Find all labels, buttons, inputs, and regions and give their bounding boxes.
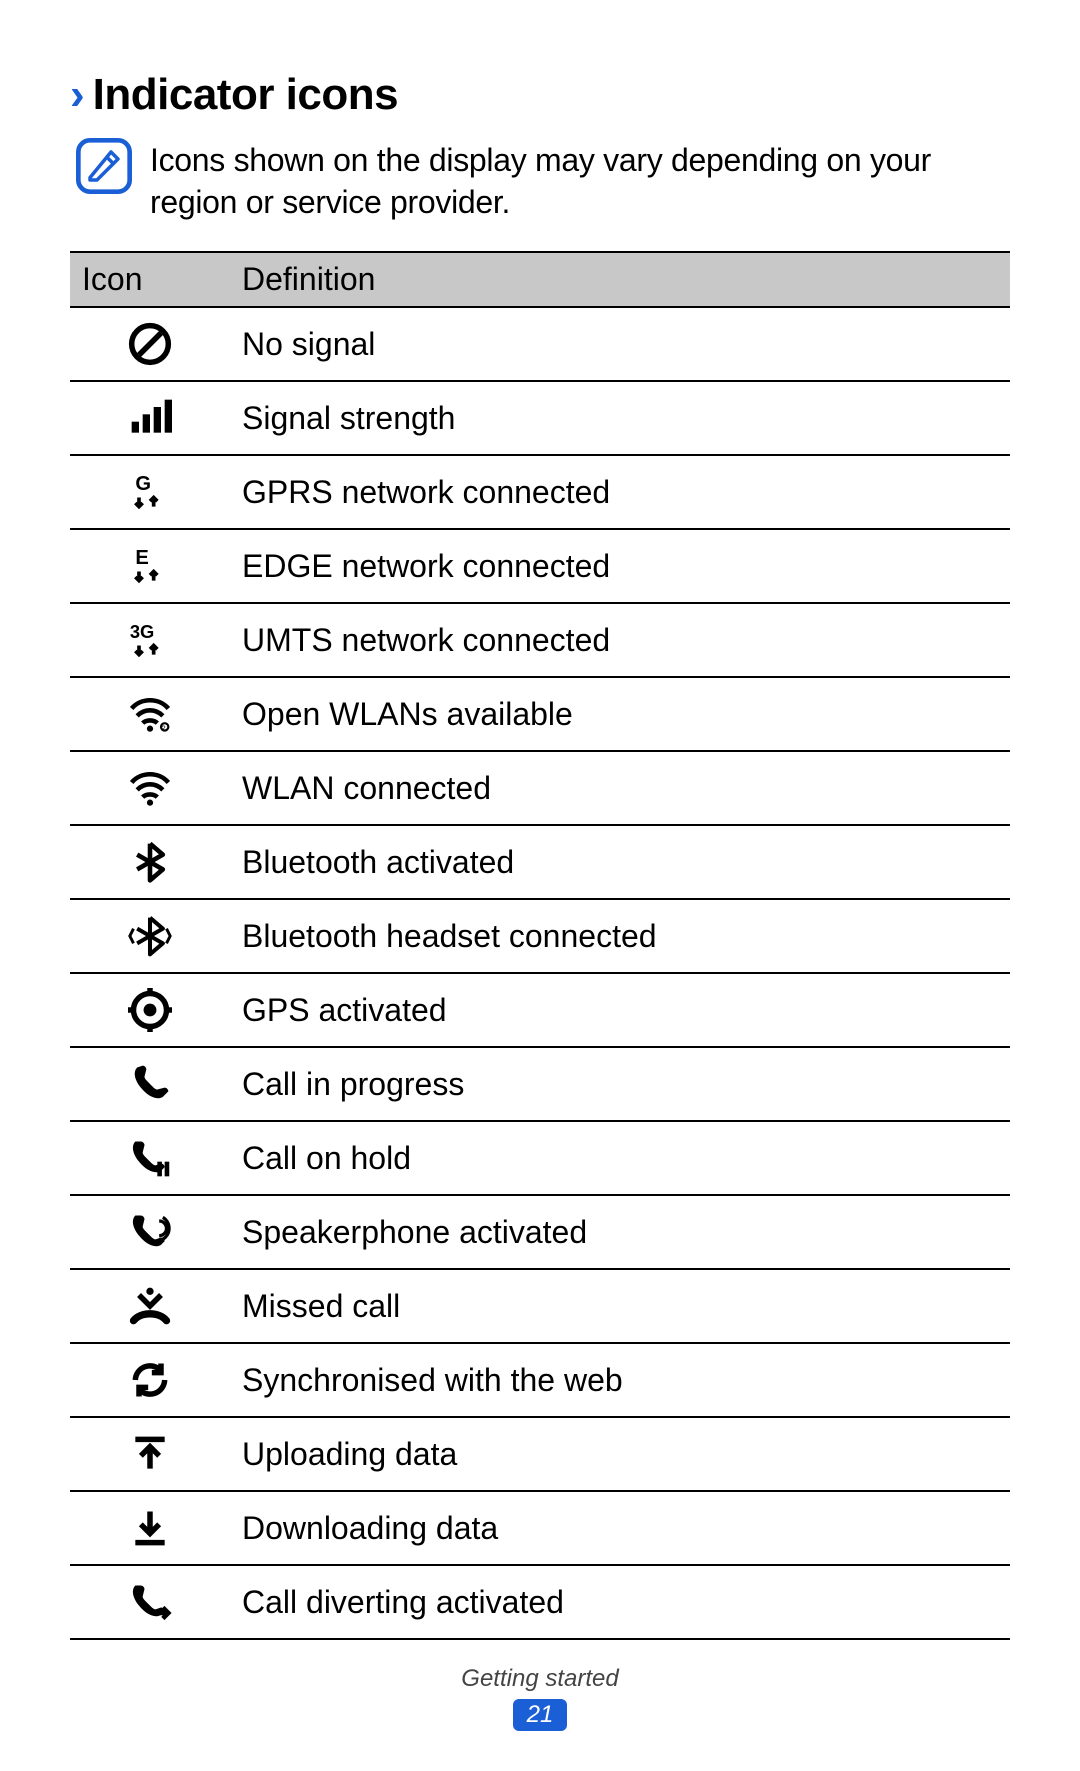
table-row: Bluetooth headset connected	[70, 899, 1010, 973]
definition-cell: No signal	[230, 307, 1010, 381]
bluetooth-icon	[70, 825, 230, 899]
definition-cell: Call in progress	[230, 1047, 1010, 1121]
upload-icon	[70, 1417, 230, 1491]
definition-cell: Bluetooth activated	[230, 825, 1010, 899]
definition-cell: Missed call	[230, 1269, 1010, 1343]
section-heading: › Indicator icons	[70, 70, 1010, 120]
call-hold-icon	[70, 1121, 230, 1195]
indicator-icons-table: Icon Definition No signalSignal strength…	[70, 251, 1010, 1640]
definition-cell: Downloading data	[230, 1491, 1010, 1565]
table-row: Downloading data	[70, 1491, 1010, 1565]
col-header-definition: Definition	[230, 252, 1010, 307]
table-row: Speakerphone activated	[70, 1195, 1010, 1269]
table-row: Call diverting activated	[70, 1565, 1010, 1639]
definition-cell: Uploading data	[230, 1417, 1010, 1491]
definition-cell: Call diverting activated	[230, 1565, 1010, 1639]
definition-cell: EDGE network connected	[230, 529, 1010, 603]
definition-cell: Signal strength	[230, 381, 1010, 455]
table-row: Synchronised with the web	[70, 1343, 1010, 1417]
col-header-icon: Icon	[70, 252, 230, 307]
sync-icon	[70, 1343, 230, 1417]
page-footer: Getting started 21	[0, 1665, 1080, 1731]
table-row: Bluetooth activated	[70, 825, 1010, 899]
heading-title: Indicator icons	[93, 70, 398, 120]
gps-icon	[70, 973, 230, 1047]
wlan-icon	[70, 751, 230, 825]
wlan-open-icon	[70, 677, 230, 751]
definition-cell: Call on hold	[230, 1121, 1010, 1195]
table-row: GPRS network connected	[70, 455, 1010, 529]
footer-page-number: 21	[513, 1699, 568, 1731]
call-divert-icon	[70, 1565, 230, 1639]
definition-cell: Synchronised with the web	[230, 1343, 1010, 1417]
table-row: Call in progress	[70, 1047, 1010, 1121]
speakerphone-icon	[70, 1195, 230, 1269]
footer-section-name: Getting started	[0, 1665, 1080, 1693]
definition-cell: WLAN connected	[230, 751, 1010, 825]
signal-strength-icon	[70, 381, 230, 455]
gprs-icon	[70, 455, 230, 529]
heading-chevron-icon: ›	[70, 73, 85, 117]
table-row: No signal	[70, 307, 1010, 381]
table-row: UMTS network connected	[70, 603, 1010, 677]
definition-cell: UMTS network connected	[230, 603, 1010, 677]
call-icon	[70, 1047, 230, 1121]
note-icon	[76, 138, 132, 194]
table-row: GPS activated	[70, 973, 1010, 1047]
missed-call-icon	[70, 1269, 230, 1343]
umts-icon	[70, 603, 230, 677]
table-row: Call on hold	[70, 1121, 1010, 1195]
table-row: Missed call	[70, 1269, 1010, 1343]
definition-cell: Bluetooth headset connected	[230, 899, 1010, 973]
table-row: Signal strength	[70, 381, 1010, 455]
table-row: Uploading data	[70, 1417, 1010, 1491]
table-row: EDGE network connected	[70, 529, 1010, 603]
table-row: Open WLANs available	[70, 677, 1010, 751]
note-callout: Icons shown on the display may vary depe…	[70, 138, 1010, 223]
table-row: WLAN connected	[70, 751, 1010, 825]
no-signal-icon	[70, 307, 230, 381]
note-text: Icons shown on the display may vary depe…	[150, 138, 1010, 223]
definition-cell: GPS activated	[230, 973, 1010, 1047]
edge-icon	[70, 529, 230, 603]
bt-headset-icon	[70, 899, 230, 973]
definition-cell: GPRS network connected	[230, 455, 1010, 529]
definition-cell: Open WLANs available	[230, 677, 1010, 751]
download-icon	[70, 1491, 230, 1565]
definition-cell: Speakerphone activated	[230, 1195, 1010, 1269]
